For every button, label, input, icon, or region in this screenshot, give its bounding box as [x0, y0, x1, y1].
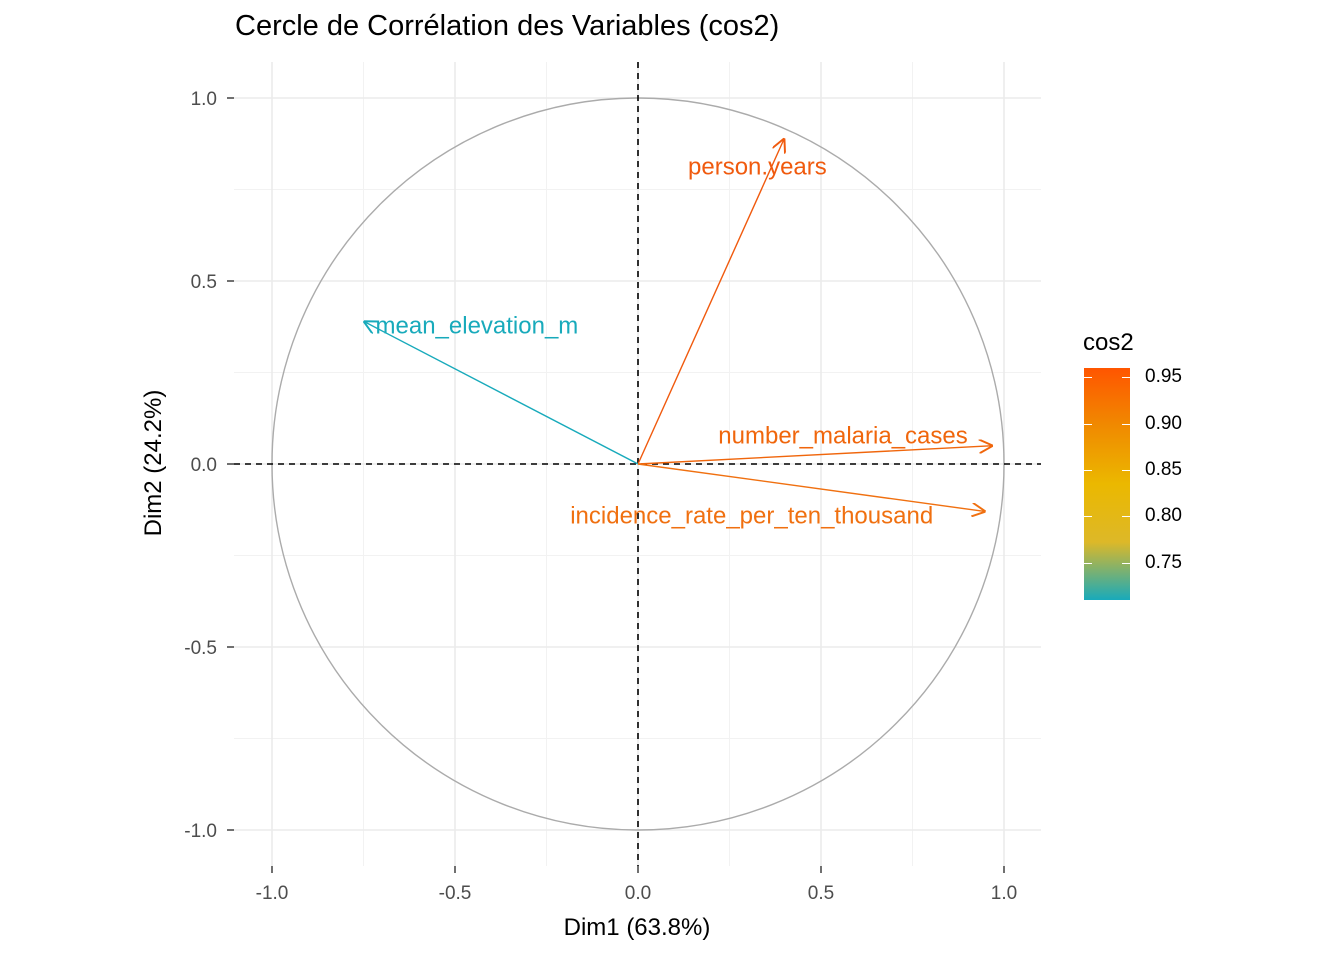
legend-label: 0.85 [1145, 459, 1182, 481]
variable-label: number_malaria_cases [718, 423, 967, 450]
y-tick-label: -0.5 [184, 638, 217, 659]
x-tick-label: -0.5 [439, 883, 472, 904]
y-tick-label: 0.5 [191, 272, 217, 293]
legend-tick [1122, 516, 1130, 518]
chart-title: Cercle de Corrélation des Variables (cos… [235, 10, 780, 42]
variable-arrow [364, 321, 639, 465]
x-tick-label: 0.0 [625, 883, 651, 904]
legend-tick [1084, 423, 1092, 425]
legend-tick [1084, 562, 1092, 564]
variable-label: mean_elevation_m [376, 312, 579, 339]
legend-label: 0.80 [1145, 505, 1182, 527]
legend-label: 0.90 [1145, 412, 1182, 434]
legend-label: 0.75 [1145, 551, 1182, 573]
legend-tick [1122, 562, 1130, 564]
legend-tick [1122, 423, 1130, 425]
legend-tick [1122, 377, 1130, 379]
variable-arrow [637, 446, 993, 465]
y-tick-label: 0.0 [191, 455, 217, 476]
legend-label: 0.95 [1145, 366, 1182, 388]
variable-arrow [637, 138, 784, 465]
y-axis-label: Dim2 (24.2%) [140, 389, 167, 537]
variable-arrow [637, 463, 986, 512]
legend-tick [1084, 377, 1092, 379]
legend-tick [1122, 470, 1130, 472]
legend-tick [1084, 516, 1092, 518]
legend-colorbar [1084, 368, 1130, 600]
x-tick-label: -1.0 [256, 883, 289, 904]
y-tick-label: -1.0 [184, 821, 217, 842]
legend-title: cos2 [1083, 329, 1134, 356]
x-tick-label: 0.5 [808, 883, 834, 904]
y-tick-label: 1.0 [191, 89, 217, 110]
legend-tick [1084, 470, 1092, 472]
variable-label: person.years [688, 153, 827, 180]
x-tick-label: 1.0 [991, 883, 1017, 904]
variable-label: incidence_rate_per_ten_thousand [570, 503, 933, 530]
x-axis-label: Dim1 (63.8%) [563, 914, 711, 941]
